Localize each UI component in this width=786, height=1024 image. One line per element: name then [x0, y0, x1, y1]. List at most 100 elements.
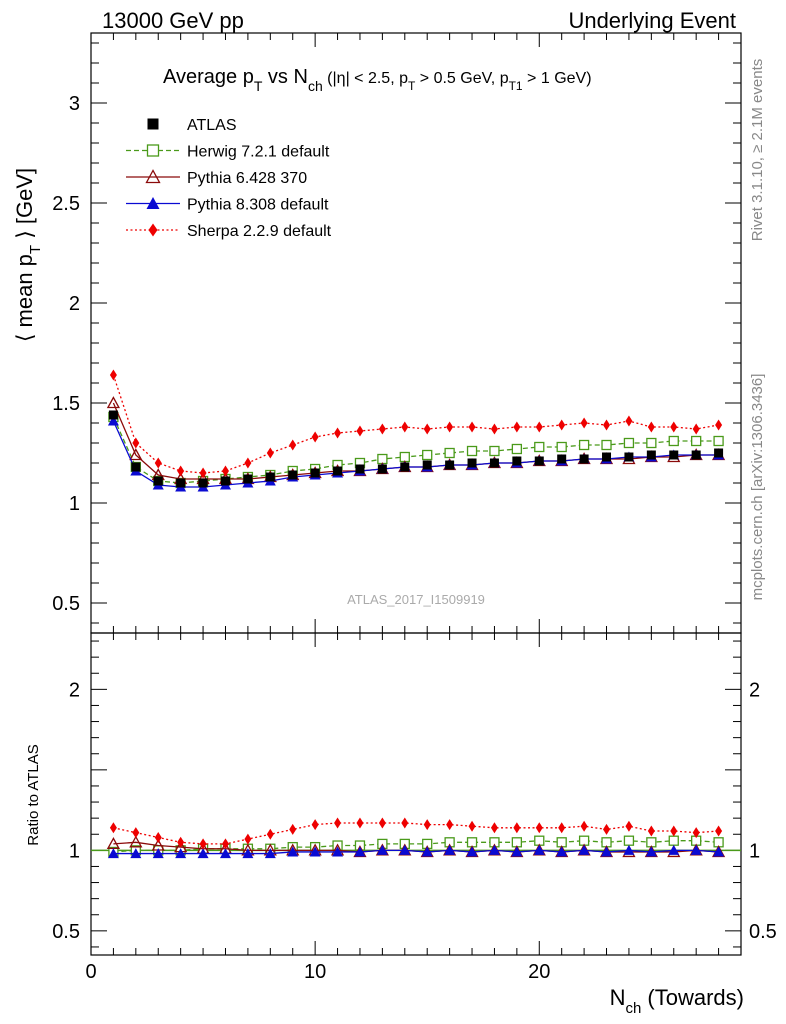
data-point-diamond [490, 423, 498, 435]
data-point-diamond [647, 825, 655, 837]
data-point-diamond [603, 419, 611, 431]
data-point-open-square [601, 439, 612, 451]
data-point-diamond [603, 823, 611, 835]
ratio-series-sherpa-2-2-9-default [109, 817, 723, 850]
data-point-square [534, 456, 544, 466]
data-point-diamond [109, 369, 117, 381]
series-line [112, 374, 719, 474]
ratio-series [106, 817, 726, 859]
data-point-diamond [266, 828, 274, 840]
data-point-triangle [444, 844, 456, 855]
data-point-diamond [289, 439, 297, 451]
data-point-diamond [401, 421, 409, 433]
data-point-square [153, 476, 163, 486]
data-point-triangle [601, 846, 613, 857]
data-point-square [355, 464, 365, 474]
series-sherpa-2-2-9-default [109, 369, 723, 479]
ratio-series-pythia-8-308-default [107, 844, 725, 859]
data-point-diamond [199, 838, 207, 850]
data-point-diamond [356, 817, 364, 829]
data-point-diamond [670, 421, 678, 433]
data-point-diamond [715, 825, 723, 837]
data-point-square [288, 470, 298, 480]
data-point-diamond [109, 822, 117, 834]
ratio-y-tick-label: 2 [69, 679, 80, 701]
ratio-y-tick-label-right: 1 [749, 840, 760, 862]
ratio-y-tick-label-right: 2 [749, 679, 760, 701]
data-point-triangle [466, 846, 478, 857]
data-point-open-square [422, 449, 433, 461]
data-point-triangle [556, 846, 568, 857]
data-point-triangle [511, 846, 523, 857]
y-tick-label: 2.5 [52, 193, 80, 215]
data-point-square [243, 474, 253, 484]
data-point-square [108, 410, 118, 420]
data-point-open-triangle [129, 835, 143, 848]
ratio-y-axis-label: Ratio to ATLAS [25, 744, 42, 845]
data-point-square [333, 466, 343, 476]
data-point-diamond [334, 427, 342, 439]
data-point-diamond [535, 421, 543, 433]
data-point-open-square [623, 835, 635, 846]
data-point-triangle [488, 844, 500, 855]
data-point-square [714, 448, 724, 458]
data-point-square [220, 476, 230, 486]
main-series [106, 369, 726, 492]
data-point-square [646, 450, 656, 460]
data-point-open-square [691, 435, 702, 447]
data-point-diamond [468, 421, 476, 433]
data-point-square [557, 454, 567, 464]
data-point-open-square [444, 447, 455, 459]
x-tick-label: 20 [528, 961, 550, 983]
data-point-diamond [490, 822, 498, 834]
data-point-diamond [221, 465, 229, 477]
data-point-triangle [107, 415, 119, 426]
x-axis-label: Nch (Towards) [610, 985, 744, 1017]
data-point-square [691, 450, 701, 460]
rivet-version-label: Rivet 3.1.10, ≥ 2.1M events [749, 59, 766, 242]
ratio-y-tick-label: 1 [69, 840, 80, 862]
data-point-triangle [287, 846, 299, 857]
data-point-diamond [177, 465, 185, 477]
data-point-diamond [580, 820, 588, 832]
data-point-triangle [354, 846, 366, 857]
legend-label: ATLAS [187, 117, 237, 134]
data-point-diamond [513, 822, 521, 834]
data-point-diamond [513, 421, 521, 433]
y-tick-label: 1 [69, 493, 80, 515]
data-point-diamond [423, 423, 431, 435]
data-point-triangle [421, 846, 433, 857]
data-point-triangle [152, 848, 164, 859]
data-point-open-triangle [129, 448, 143, 461]
data-point-triangle [146, 197, 160, 209]
data-point-triangle [690, 844, 702, 855]
data-point-diamond [154, 831, 162, 843]
data-point-square [669, 450, 679, 460]
data-point-square [377, 464, 387, 474]
data-point-diamond [289, 823, 297, 835]
data-point-triangle [668, 844, 680, 855]
data-point-diamond [199, 467, 207, 479]
mcplots-label: mcplots.cern.ch [arXiv:1306.3436] [749, 374, 766, 601]
data-point-open-square [466, 445, 478, 457]
data-point-diamond [558, 822, 566, 834]
legend: ATLAS Herwig 7.2.1 default Pythia 6.428 37… [126, 117, 332, 240]
data-point-square [147, 118, 159, 130]
data-point-triangle [645, 846, 657, 857]
y-tick-label: 0.5 [52, 593, 80, 615]
data-point-triangle [219, 848, 231, 859]
data-point-diamond [625, 820, 633, 832]
data-point-triangle [713, 846, 725, 857]
data-point-diamond [244, 457, 252, 469]
data-point-diamond [266, 447, 274, 459]
data-point-open-square [623, 437, 635, 449]
data-point-open-square [489, 445, 500, 457]
data-point-diamond [148, 223, 158, 237]
data-point-open-square [556, 441, 567, 453]
data-point-square [422, 460, 432, 470]
data-point-open-square [713, 435, 724, 447]
data-point-diamond [311, 819, 319, 831]
data-point-triangle [197, 848, 209, 859]
